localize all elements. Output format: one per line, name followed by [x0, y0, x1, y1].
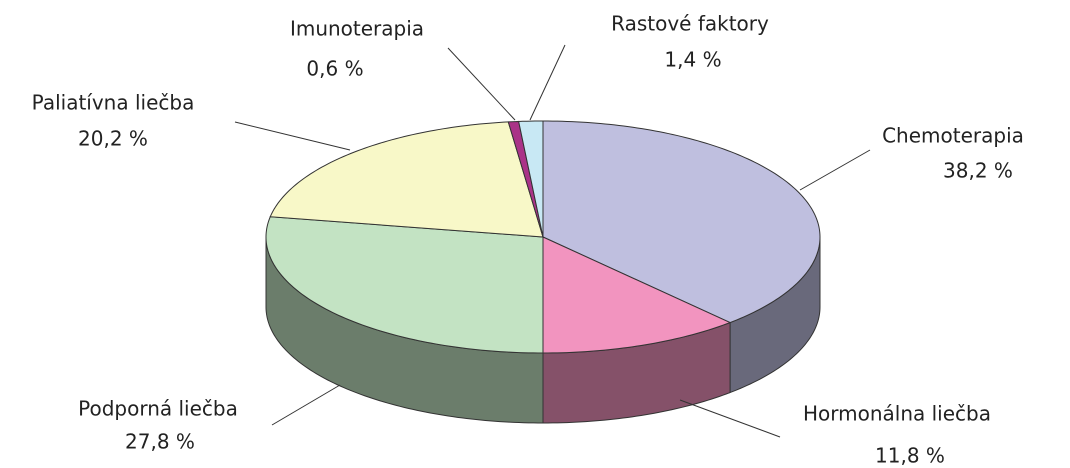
slice-label: Imunoterapia	[290, 17, 424, 41]
leader-line	[679, 399, 781, 438]
leader-line	[799, 149, 871, 191]
leader-line	[447, 47, 516, 121]
value-label: 20,2 %	[78, 127, 148, 151]
slice-label: Hormonálna liečba	[803, 402, 991, 426]
slice-label: Chemoterapia	[882, 124, 1024, 148]
value-label: 38,2 %	[943, 159, 1013, 183]
slice	[542, 120, 821, 324]
leader-line	[529, 44, 566, 121]
slice-label: Podporná liečba	[78, 397, 238, 421]
slice-label: Paliatívna liečba	[32, 91, 195, 115]
leader-line	[234, 121, 351, 151]
slice	[542, 236, 732, 354]
slice-label: Rastové faktory	[611, 12, 769, 36]
value-label: 1,4 %	[664, 48, 721, 72]
slice	[518, 120, 544, 238]
slice	[269, 121, 544, 238]
value-label: 0,6 %	[306, 57, 363, 81]
value-label: 11,8 %	[875, 444, 945, 468]
leader-line	[271, 384, 341, 426]
value-label: 27,8 %	[125, 430, 195, 454]
slice	[265, 216, 544, 354]
